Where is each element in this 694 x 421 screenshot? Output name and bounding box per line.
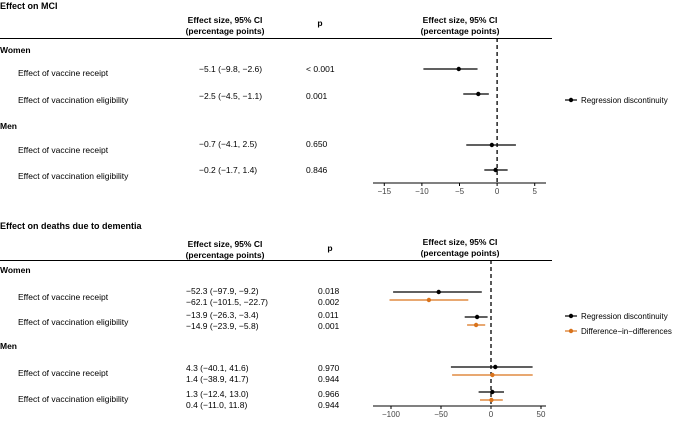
header-rule — [0, 260, 552, 261]
group-label-women: Women — [0, 45, 31, 55]
x-tick-label: 0 — [489, 410, 494, 419]
estimate-text: 1.3 (−12.4, 13.0) — [186, 389, 249, 399]
row-label: Effect of vaccine receipt — [18, 145, 109, 155]
row-label: Effect of vaccination eligibility — [18, 95, 129, 105]
col-header-effect: Effect size, 95% CI — [187, 239, 263, 249]
legend-label: Regression discontinuity — [581, 96, 668, 105]
row-label: Effect of vaccination eligibility — [18, 394, 129, 404]
p-value: 0.018 — [318, 286, 340, 296]
x-tick-label: −15 — [377, 187, 391, 196]
panel-title: Effect on deaths due to dementia — [0, 221, 142, 231]
estimate-text: 4.3 (−40.1, 41.6) — [186, 363, 249, 373]
row-label: Effect of vaccine receipt — [18, 292, 109, 302]
row-label: Effect of vaccine receipt — [18, 68, 109, 78]
estimate-text: −62.1 (−101.5, −22.7) — [186, 297, 268, 307]
p-value: 0.011 — [318, 310, 339, 320]
p-value: 0.846 — [306, 165, 328, 175]
point-estimate — [489, 397, 494, 403]
estimate-text: −2.5 (−4.5, −1.1) — [199, 91, 263, 101]
p-value: < 0.001 — [306, 64, 335, 74]
estimate-text: −52.3 (−97.9, −9.2) — [186, 286, 259, 296]
x-tick-label: 5 — [532, 187, 537, 196]
group-label-men: Men — [0, 121, 17, 131]
chart-header: Effect size, 95% CI — [422, 237, 498, 247]
p-value: 0.944 — [318, 374, 340, 384]
x-tick-label: 50 — [537, 410, 546, 419]
point-estimate — [476, 91, 481, 97]
p-value: 0.650 — [306, 139, 328, 149]
p-value: 0.970 — [318, 363, 340, 373]
legend-key-point — [568, 97, 574, 103]
point-estimate — [493, 364, 498, 370]
point-estimate — [489, 142, 495, 148]
row-label: Effect of vaccination eligibility — [18, 317, 129, 327]
row-label: Effect of vaccination eligibility — [18, 171, 129, 181]
estimate-text: 0.4 (−11.0, 11.8) — [186, 400, 248, 410]
p-value: 0.944 — [318, 400, 340, 410]
p-value: 0.002 — [318, 297, 340, 307]
estimate-text: −5.1 (−9.8, −2.6) — [199, 64, 263, 74]
point-estimate — [493, 167, 498, 173]
legend-key-point — [568, 328, 574, 334]
x-tick-label: −50 — [434, 410, 448, 419]
chart-header: Effect size, 95% CI — [422, 15, 498, 25]
estimate-text: −14.9 (−23.9, −5.8) — [186, 321, 259, 331]
header-rule — [0, 38, 552, 39]
col-header-effect-sub: (percentage points) — [185, 250, 265, 260]
point-estimate — [436, 289, 441, 295]
col-header-p: p — [317, 18, 323, 28]
point-estimate — [456, 66, 461, 72]
row-label: Effect of vaccine receipt — [18, 368, 109, 378]
point-estimate — [473, 322, 479, 328]
p-value: 0.966 — [318, 389, 340, 399]
col-header-p: p — [327, 243, 333, 253]
estimate-text: −13.9 (−26.3, −3.4) — [186, 310, 259, 320]
estimate-text: −0.7 (−4.1, 2.5) — [199, 139, 258, 149]
x-tick-label: −5 — [455, 187, 465, 196]
legend-key-point — [568, 313, 574, 319]
legend-label: Difference−in−differences — [581, 327, 672, 336]
x-tick-label: −10 — [415, 187, 429, 196]
estimate-text: 1.4 (−38.9, 41.7) — [186, 374, 249, 384]
estimate-text: −0.2 (−1.7, 1.4) — [199, 165, 258, 175]
point-estimate — [490, 389, 495, 395]
chart-header-sub: (percentage points) — [420, 26, 500, 36]
p-value: 0.001 — [318, 321, 340, 331]
col-header-effect: Effect size, 95% CI — [187, 15, 263, 25]
group-label-men: Men — [0, 341, 17, 351]
point-estimate — [474, 314, 480, 320]
x-tick-label: 0 — [495, 187, 500, 196]
chart-header-sub: (percentage points) — [420, 248, 500, 258]
p-value: 0.001 — [306, 91, 328, 101]
group-label-women: Women — [0, 265, 31, 275]
panel-title: Effect on MCI — [0, 1, 58, 11]
legend-label: Regression discontinuity — [581, 312, 668, 321]
x-tick-label: −100 — [382, 410, 401, 419]
point-estimate — [426, 297, 432, 303]
point-estimate — [490, 372, 495, 378]
col-header-effect-sub: (percentage points) — [185, 26, 265, 36]
